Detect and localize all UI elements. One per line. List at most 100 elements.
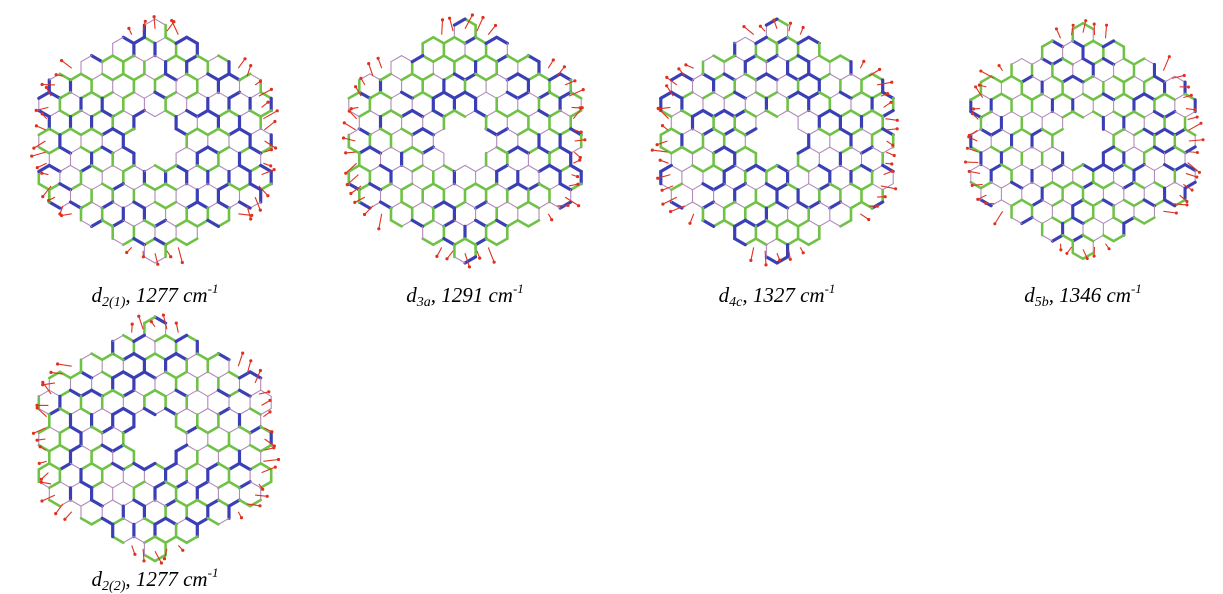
arrow-head: [1185, 203, 1188, 206]
arrow-head: [1175, 211, 1178, 214]
arrow-head: [344, 151, 347, 154]
bond: [81, 482, 92, 488]
bond: [756, 74, 767, 80]
bond: [208, 354, 219, 360]
bond: [113, 147, 124, 153]
displacement-arrow: [557, 205, 568, 206]
bond: [1124, 200, 1134, 206]
bond: [883, 111, 894, 117]
bond: [1083, 200, 1093, 206]
bond: [1042, 182, 1052, 188]
bond: [703, 202, 714, 208]
bond: [102, 463, 113, 469]
bond: [1093, 165, 1103, 171]
bond: [1063, 200, 1073, 206]
panel-d2-1: [10, 10, 300, 272]
displacement-arrow: [995, 211, 1003, 223]
arrow-head: [277, 458, 280, 461]
bond: [1032, 112, 1042, 118]
bond: [1073, 235, 1083, 241]
bond: [60, 111, 71, 117]
bond: [71, 482, 82, 488]
arrow-head: [353, 201, 356, 204]
arrow-head: [968, 134, 971, 137]
panel-d2-2: [10, 308, 300, 570]
bond: [433, 220, 444, 226]
bond: [402, 74, 413, 80]
bond: [766, 74, 777, 80]
bond: [476, 165, 487, 171]
bond: [144, 537, 155, 543]
bond: [208, 500, 219, 506]
bond: [60, 74, 71, 80]
bond: [102, 184, 113, 190]
bond: [208, 184, 219, 190]
bond: [433, 165, 444, 171]
bond: [1052, 235, 1062, 241]
bond: [370, 129, 381, 135]
bond: [682, 129, 693, 135]
bond: [851, 111, 862, 117]
bond: [92, 165, 103, 171]
bond: [872, 129, 883, 135]
bond: [176, 409, 187, 415]
bond: [745, 92, 756, 98]
bond: [550, 165, 561, 171]
bond: [862, 92, 873, 98]
bond: [102, 354, 113, 360]
bond: [1063, 218, 1073, 224]
bond: [102, 482, 113, 488]
bond: [735, 239, 746, 245]
bond: [518, 92, 529, 98]
bond: [176, 147, 187, 153]
arrow-head: [350, 107, 353, 110]
arrow-head: [162, 314, 165, 317]
bond: [60, 390, 71, 396]
bond: [1175, 147, 1185, 153]
arrow-head: [1196, 116, 1199, 119]
bond: [682, 165, 693, 171]
bond: [788, 239, 799, 245]
bond: [381, 184, 392, 190]
bond: [381, 74, 392, 80]
bond: [745, 37, 756, 43]
bond: [402, 147, 413, 153]
arrow-head: [359, 77, 362, 80]
bond: [229, 165, 240, 171]
bond: [788, 74, 799, 80]
bond: [1063, 112, 1073, 118]
bond: [423, 92, 434, 98]
bond: [208, 202, 219, 208]
bond: [991, 94, 1001, 100]
bond: [49, 500, 60, 506]
arrow-head: [35, 124, 38, 127]
bond: [528, 220, 539, 226]
caption-d4c: d4c, 1327 cm-1: [627, 283, 927, 307]
bond: [1103, 129, 1113, 135]
bond: [402, 129, 413, 135]
bond: [735, 202, 746, 208]
bond: [144, 37, 155, 43]
bond: [166, 372, 177, 378]
bond: [155, 37, 166, 43]
bond: [1103, 235, 1113, 241]
arrow-head: [272, 446, 275, 449]
bond: [693, 184, 704, 190]
bond: [528, 202, 539, 208]
bond: [229, 92, 240, 98]
bond: [1032, 129, 1042, 135]
bond: [971, 165, 981, 171]
bond: [539, 92, 550, 98]
bond: [1144, 59, 1154, 65]
arrow-head: [552, 58, 555, 61]
bond: [560, 147, 571, 153]
bond: [250, 111, 261, 117]
arrow-head: [377, 57, 380, 60]
bond: [703, 220, 714, 226]
bond: [113, 409, 124, 415]
bond: [518, 111, 529, 117]
arrow-head: [688, 222, 691, 225]
bond: [71, 184, 82, 190]
bond: [187, 165, 198, 171]
arrow-head: [577, 204, 580, 207]
